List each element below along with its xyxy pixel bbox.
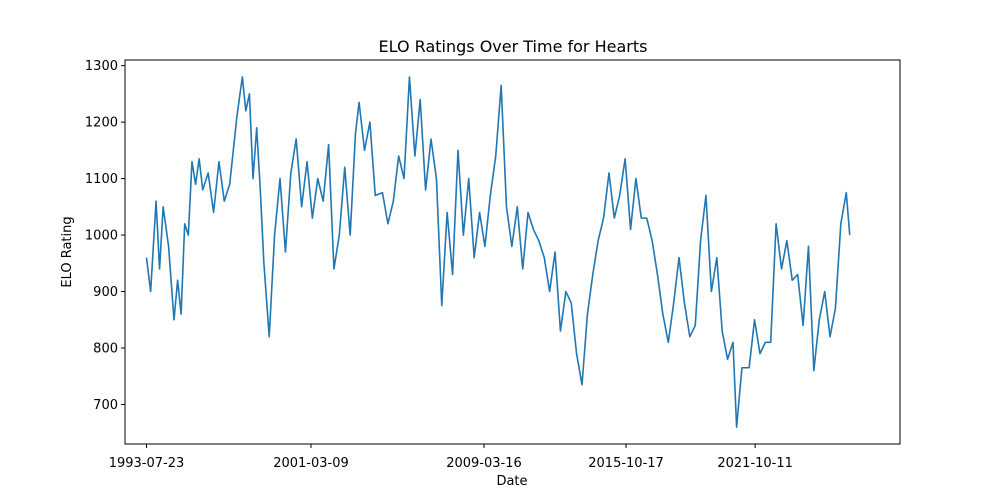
y-tick-label: 1300 <box>85 59 118 74</box>
y-tick-label: 1100 <box>85 172 118 187</box>
y-axis-label: ELO Rating <box>60 216 75 287</box>
x-tick-label: 2001-03-09 <box>273 456 349 471</box>
x-tick-label: 1993-07-23 <box>109 456 185 471</box>
x-tick-label: 2009-03-16 <box>446 456 522 471</box>
y-tick-label: 700 <box>93 398 118 413</box>
y-tick-label: 1200 <box>85 116 118 131</box>
x-tick-label: 2021-10-11 <box>717 456 793 471</box>
plot-frame <box>124 59 901 445</box>
y-tick-label: 800 <box>93 342 118 357</box>
y-tick-label: 1000 <box>85 229 118 244</box>
chart-title: ELO Ratings Over Time for Hearts <box>379 37 648 56</box>
series-line-0 <box>145 76 851 428</box>
x-axis-label: Date <box>496 474 527 489</box>
y-tick-label: 900 <box>93 285 118 300</box>
x-tick-label: 2015-10-17 <box>588 456 664 471</box>
